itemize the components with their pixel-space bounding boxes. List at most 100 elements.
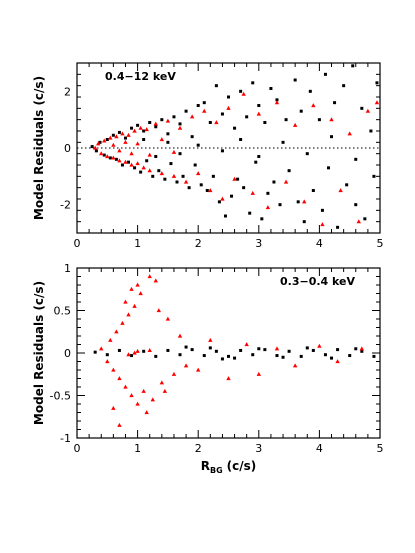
data-point-square [196,104,200,107]
data-point-square [348,354,352,358]
x-tick-label: 3 [255,442,262,455]
data-point-square [227,354,230,358]
data-point-triangle [117,422,122,427]
data-point-square [108,156,112,160]
data-point-square [287,349,291,353]
plot-frame [76,267,381,439]
data-point-square [227,95,230,99]
data-point-triangle [108,135,113,140]
data-point-triangle [96,141,101,146]
data-point-triangle [147,168,152,173]
data-point-square [351,64,355,68]
data-point-triangle [374,100,380,105]
data-point-triangle [129,162,134,167]
x-axis-label-unit: (c/s) [227,459,257,473]
data-point-square [287,169,291,173]
data-point-square [233,356,237,360]
data-point-square [205,189,209,192]
data-point-square [281,355,285,359]
data-point-triangle [317,343,322,348]
data-point-square [202,101,206,105]
data-point-triangle [123,159,128,164]
data-point-square [220,149,224,153]
data-point-triangle [159,137,165,142]
data-point-square [345,183,349,187]
data-point-triangle [302,199,307,204]
data-point-square [154,125,158,129]
data-point-square [239,348,243,352]
data-point-triangle [117,158,122,163]
data-point-square [151,174,155,178]
data-point-triangle [244,342,249,347]
x-tick-label: 1 [134,237,141,250]
data-point-square [178,353,182,357]
data-point-triangle [105,154,110,159]
data-point-square [275,354,279,358]
data-point-square [284,118,288,122]
data-point-triangle [208,337,213,342]
data-point-triangle [138,291,143,296]
x-tick-label: 5 [377,442,384,455]
data-point-triangle [147,152,152,157]
data-point-triangle [338,188,343,193]
data-point-triangle [114,329,119,334]
data-point-triangle [347,131,352,136]
data-point-square [90,145,94,149]
data-point-triangle [214,120,219,125]
data-point-square [169,162,173,166]
data-point-square [354,157,358,161]
data-point-square [257,155,261,158]
data-point-square [136,123,140,127]
data-point-triangle [111,155,116,160]
data-point-triangle [162,388,168,393]
data-point-triangle [132,128,137,133]
data-points [90,64,380,229]
data-point-triangle [150,397,155,402]
data-point-square [326,166,330,170]
data-point-triangle [126,132,131,137]
data-point-square [175,180,179,184]
data-point-square [142,129,146,133]
data-point-triangle [283,179,289,184]
data-point-triangle [111,367,116,372]
data-point-square [248,211,252,215]
data-point-square [317,118,321,122]
data-point-square [323,353,327,357]
data-point-square [117,130,121,134]
data-point-triangle [171,371,177,376]
data-point-triangle [153,121,158,126]
data-point-square [354,347,358,351]
data-point-square [220,357,224,361]
data-point-square [245,115,249,119]
x-axis-label: RBG (c/s) [201,459,257,475]
data-point-square [266,191,270,195]
data-point-triangle [126,312,131,317]
data-point-square [236,177,240,181]
data-point-square [178,122,182,126]
data-point-triangle [132,303,137,308]
data-point-square [187,186,191,190]
data-point-square [230,194,234,198]
data-point-triangle [123,139,128,144]
data-point-square [260,217,264,221]
data-point-square [184,109,188,113]
data-point-triangle [220,196,225,201]
data-point-square [214,84,218,88]
data-point-triangle [111,142,116,147]
data-point-square [157,169,161,173]
data-point-triangle [232,176,237,181]
data-point-square [181,174,185,178]
data-point-triangle [274,346,280,351]
data-point-triangle [274,100,280,105]
data-point-triangle [329,117,334,122]
data-point-triangle [241,91,246,96]
data-point-square [214,349,218,353]
data-point-square [172,115,176,119]
data-point-square [293,78,297,82]
data-point-square [330,135,334,139]
data-point-square [233,126,237,130]
data-point-square [336,348,340,352]
data-point-square [166,140,170,144]
data-point-triangle [135,141,140,146]
data-point-square [154,155,158,158]
